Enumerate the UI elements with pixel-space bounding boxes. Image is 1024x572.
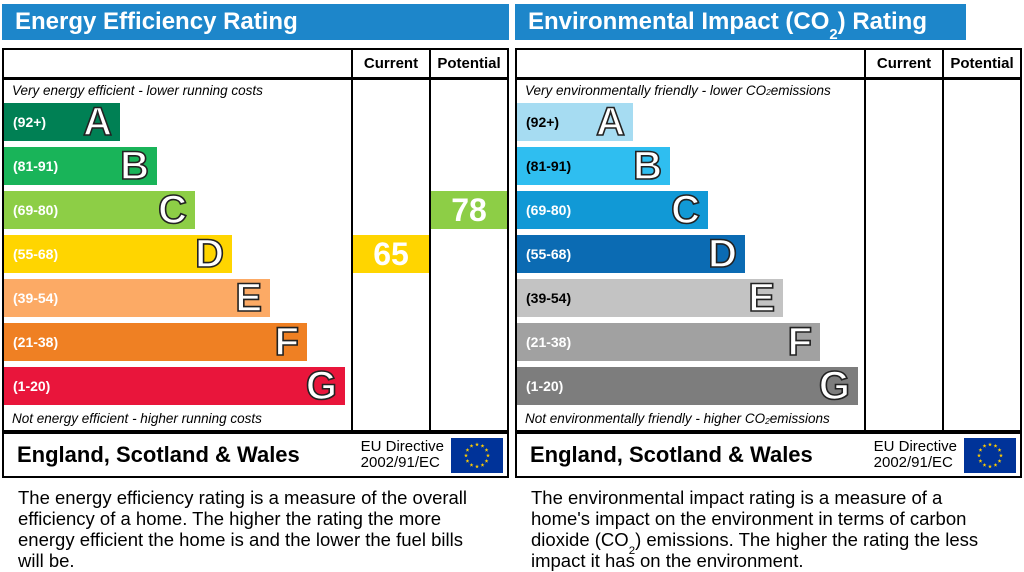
- band-bar-e: (39-54) E: [517, 276, 783, 320]
- panel-environmental-impact: Environmental Impact (CO2) Rating Curren…: [515, 4, 1022, 571]
- band-bar-b: (81-91) B: [4, 144, 157, 188]
- band-range: (69-80): [526, 202, 572, 218]
- column-header-potential: Potential: [431, 50, 507, 80]
- band-letter: G: [305, 364, 338, 408]
- band-range: (39-54): [526, 290, 572, 306]
- energy-bands-area: Very energy efficient - lower running co…: [4, 80, 353, 430]
- band-row-c: (69-80) C: [517, 188, 864, 232]
- band-row-b: (81-91) B: [517, 144, 864, 188]
- band-letter: E: [235, 276, 263, 320]
- band-row-f: (21-38) F: [517, 320, 864, 364]
- band-range: (1-20): [13, 378, 51, 394]
- band-bar-a: (92+) A: [4, 100, 120, 144]
- band-row-e: (39-54) E: [517, 276, 864, 320]
- band-letter: G: [818, 364, 851, 408]
- band-bar-b: (81-91) B: [517, 144, 670, 188]
- eu-directive-line1: EU Directive: [873, 437, 957, 455]
- band-letter: C: [157, 188, 187, 232]
- environment-header-title: Environmental Impact (CO2) Rating: [528, 8, 927, 43]
- band-bar-g: (1-20) G: [517, 364, 858, 408]
- band-letter: B: [119, 144, 149, 188]
- band-bar-c: (69-80) C: [4, 188, 195, 232]
- band-bar-a: (92+) A: [517, 100, 633, 144]
- band-range: (21-38): [13, 334, 59, 350]
- energy-header-title: Energy Efficiency Rating: [15, 8, 298, 35]
- band-range: (55-68): [13, 246, 59, 262]
- bottom-caption: Not environmentally friendly - higher CO…: [525, 411, 830, 426]
- energy-current-column: 65: [353, 80, 431, 430]
- potential-rating-indicator: 78: [431, 191, 507, 229]
- band-range: (21-38): [526, 334, 572, 350]
- band-range: (81-91): [526, 158, 572, 174]
- current-rating-value: 65: [373, 235, 409, 272]
- band-row-d: (55-68) D: [4, 232, 351, 276]
- column-header-potential: Potential: [944, 50, 1020, 80]
- energy-potential-column: 78: [431, 80, 507, 430]
- top-caption: Very environmentally friendly - lower CO…: [525, 82, 831, 98]
- band-letter: A: [595, 100, 625, 144]
- band-letter: E: [748, 276, 776, 320]
- band-letter: A: [82, 100, 112, 144]
- band-row-g: (1-20) G: [517, 364, 864, 408]
- energy-chart-table: Current Potential Very energy efficient …: [2, 48, 509, 432]
- header-blank-cell: [4, 50, 353, 80]
- header-blank-cell: [517, 50, 866, 80]
- environment-chart-table: Current Potential Very environmentally f…: [515, 48, 1022, 432]
- band-row-e: (39-54) E: [4, 276, 351, 320]
- band-letter: F: [274, 320, 300, 364]
- band-letter: D: [194, 232, 224, 276]
- band-row-g: (1-20) G: [4, 364, 351, 408]
- eu-directive-label: EU Directive 2002/91/EC: [873, 437, 957, 472]
- environment-header-bar: Environmental Impact (CO2) Rating: [515, 4, 966, 43]
- band-bar-c: (69-80) C: [517, 188, 708, 232]
- potential-rating-value: 78: [451, 191, 487, 228]
- band-row-a: (92+) A: [4, 100, 351, 144]
- column-header-current: Current: [866, 50, 944, 80]
- band-row-f: (21-38) F: [4, 320, 351, 364]
- eu-flag-icon: [451, 437, 503, 473]
- eu-directive-label: EU Directive 2002/91/EC: [360, 437, 444, 472]
- region-label: England, Scotland & Wales: [530, 442, 813, 467]
- energy-description-text: The energy efficiency rating is a measur…: [18, 487, 468, 571]
- band-row-a: (92+) A: [517, 100, 864, 144]
- band-bar-f: (21-38) F: [4, 320, 307, 364]
- bottom-caption: Not energy efficient - higher running co…: [12, 411, 262, 426]
- energy-header-bar: Energy Efficiency Rating: [2, 4, 509, 40]
- band-range: (1-20): [526, 378, 564, 394]
- environment-current-column: [866, 80, 944, 430]
- environment-description-text: The environmental impact rating is a mea…: [531, 487, 979, 571]
- band-letter: C: [670, 188, 700, 232]
- eu-directive-line2: 2002/91/EC: [873, 454, 953, 471]
- panel-energy-efficiency: Energy Efficiency Rating Current Potenti…: [2, 4, 509, 571]
- band-range: (92+): [13, 114, 47, 130]
- band-range: (92+): [526, 114, 560, 130]
- environment-footer-bar: England, Scotland & Wales EU Directive 2…: [515, 432, 1022, 478]
- band-range: (39-54): [13, 290, 59, 306]
- band-range: (55-68): [526, 246, 572, 262]
- band-range: (81-91): [13, 158, 59, 174]
- band-bar-d: (55-68) D: [4, 232, 232, 276]
- band-bar-d: (55-68) D: [517, 232, 745, 276]
- region-label: England, Scotland & Wales: [17, 442, 300, 467]
- band-range: (69-80): [13, 202, 59, 218]
- band-letter: D: [707, 232, 737, 276]
- environment-bands-area: Very environmentally friendly - lower CO…: [517, 80, 866, 430]
- current-rating-indicator: 65: [353, 235, 429, 273]
- environment-potential-column: [944, 80, 1020, 430]
- band-letter: F: [787, 320, 813, 364]
- eu-directive-line2: 2002/91/EC: [360, 454, 440, 471]
- eu-directive-line1: EU Directive: [360, 437, 444, 455]
- band-row-b: (81-91) B: [4, 144, 351, 188]
- column-header-current: Current: [353, 50, 431, 80]
- band-row-c: (69-80) C: [4, 188, 351, 232]
- top-caption: Very energy efficient - lower running co…: [12, 82, 263, 98]
- band-row-d: (55-68) D: [517, 232, 864, 276]
- band-letter: B: [632, 144, 662, 188]
- eu-flag-icon: [964, 437, 1016, 473]
- band-bar-e: (39-54) E: [4, 276, 270, 320]
- band-bar-g: (1-20) G: [4, 364, 345, 408]
- energy-footer-bar: England, Scotland & Wales EU Directive 2…: [2, 432, 509, 478]
- band-bar-f: (21-38) F: [517, 320, 820, 364]
